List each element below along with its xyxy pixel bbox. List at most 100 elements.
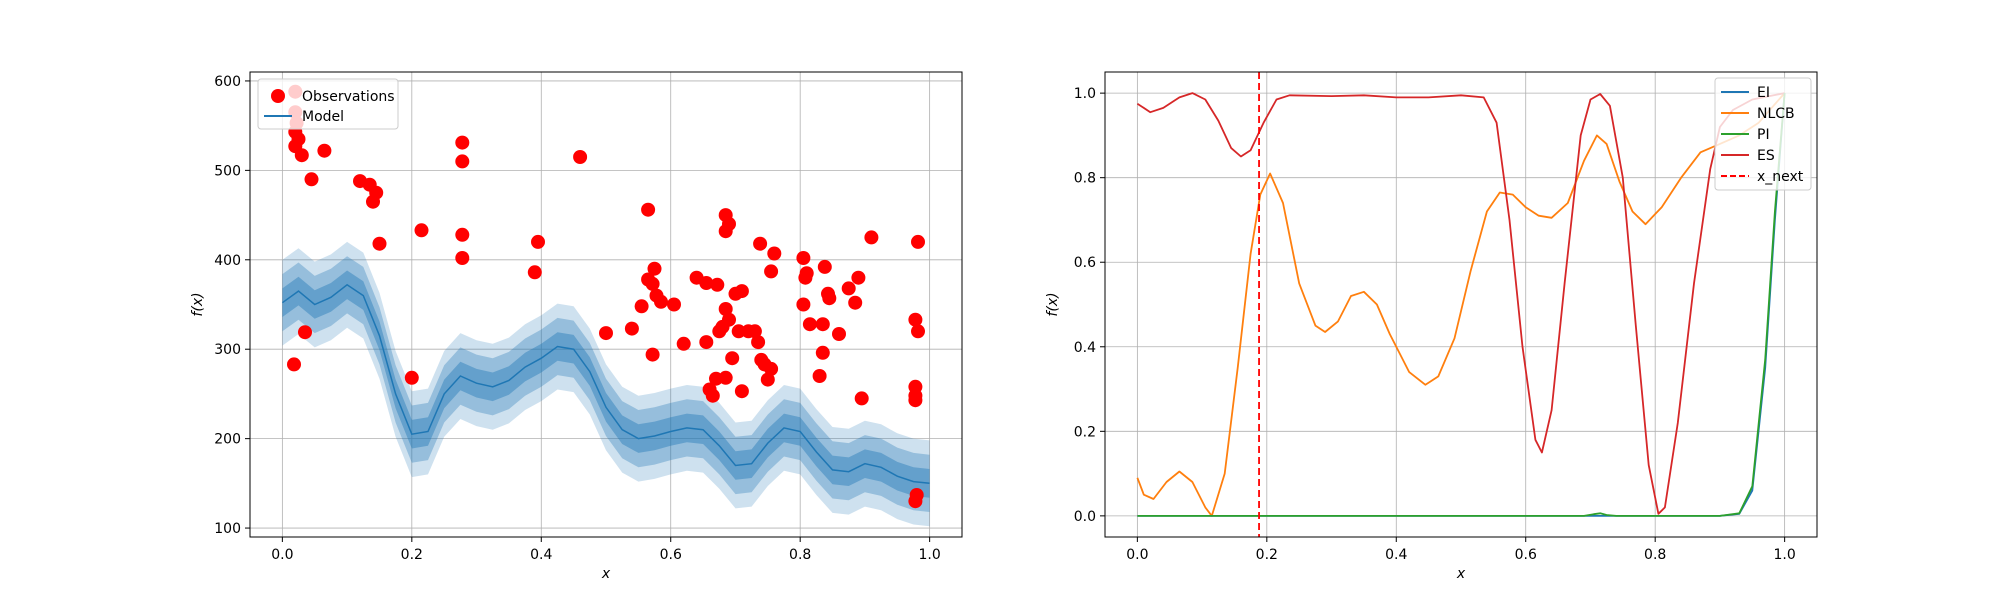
observation-point — [817, 259, 832, 274]
observation-point — [645, 347, 660, 362]
legend-label: Model — [302, 109, 344, 125]
observation-point — [864, 230, 879, 245]
observation-point — [802, 317, 817, 332]
chart-acquisition: 0.0 0.2 0.4 0.6 0.8 1.0 0.0 0.2 0.4 0.6 0.8 1.0 x f(x… — [1045, 71, 1818, 582]
observation-point — [751, 335, 766, 350]
y-tick-label: 300 — [214, 342, 241, 358]
y-tick-label: 400 — [214, 253, 241, 269]
confidence-band — [282, 270, 930, 498]
legend-label: ES — [1757, 148, 1775, 164]
observation-point — [731, 324, 746, 339]
y-tick-label: 1.0 — [1074, 86, 1096, 102]
observation-point — [854, 391, 869, 406]
observation-point — [699, 276, 714, 290]
observation-point — [841, 281, 856, 296]
x-tick-label: 0.4 — [1385, 547, 1407, 563]
x-tick-label: 0.0 — [1126, 547, 1148, 563]
legend: EI NLCB PI ES x_next — [1714, 77, 1812, 191]
x-tick-label: 0.6 — [1515, 547, 1537, 563]
observation-point — [747, 324, 762, 339]
observation-point — [767, 246, 782, 261]
observation-point — [799, 266, 814, 281]
observation-point — [848, 295, 863, 310]
series-line-es — [1136, 92, 1785, 515]
x-tick-label: 1.0 — [1774, 547, 1796, 563]
observation-point — [654, 294, 668, 309]
y-tick-label: 0.2 — [1074, 424, 1096, 440]
series-line-pi — [1137, 93, 1786, 517]
observation-point — [822, 291, 837, 306]
observation-point — [647, 261, 662, 276]
x-tick-label: 0.0 — [271, 547, 293, 563]
observation-point — [455, 251, 470, 265]
y-tick-label: 0.6 — [1074, 255, 1096, 271]
x-tick-label: 0.8 — [789, 547, 811, 563]
legend-box — [257, 78, 399, 130]
observation-point — [851, 270, 866, 285]
observation-point — [705, 388, 720, 403]
x-tick-label: 0.2 — [401, 547, 423, 563]
observation-point — [908, 393, 923, 408]
observation-point — [815, 345, 830, 360]
observation-point — [734, 384, 749, 399]
observations — [287, 84, 925, 509]
legend: Observations Model — [257, 78, 399, 130]
observation-point — [298, 325, 312, 340]
observation-point — [753, 236, 768, 251]
observation-point — [760, 372, 775, 387]
legend-label: EI — [1757, 85, 1770, 101]
observation-point — [796, 297, 811, 312]
legend-label: Observations — [302, 89, 395, 105]
x-tick-label: 0.4 — [530, 547, 552, 563]
series-line-nlcb — [1136, 92, 1786, 517]
legend-label: NLCB — [1757, 106, 1795, 122]
observation-point — [645, 276, 660, 291]
observation-point — [718, 370, 733, 385]
y-axis-label: f(x) — [190, 292, 206, 316]
observation-point — [634, 299, 649, 314]
observation-point — [911, 234, 925, 249]
observation-point — [287, 357, 301, 372]
observation-point — [372, 236, 387, 251]
observation-point — [317, 143, 332, 158]
observation-point — [908, 494, 923, 509]
observation-point — [676, 336, 691, 351]
observation-point — [369, 185, 384, 200]
series-line-ei — [1137, 93, 1786, 517]
y-tick-label: 0.8 — [1074, 171, 1096, 187]
observation-point — [531, 234, 545, 249]
confidence-band — [282, 241, 930, 527]
observation-point — [722, 312, 736, 327]
y-tick-label: 100 — [214, 521, 241, 537]
observation-point — [294, 148, 309, 163]
y-axis-label: f(x) — [1045, 292, 1061, 316]
observation-point — [455, 135, 470, 150]
observation-point — [304, 172, 319, 187]
observation-point — [404, 370, 419, 385]
observation-point — [455, 227, 470, 242]
legend-marker-observations — [271, 89, 285, 103]
observation-point — [641, 202, 656, 217]
observation-point — [815, 317, 830, 332]
observation-point — [764, 264, 779, 279]
observation-point — [911, 324, 925, 339]
x-axis-label: x — [1456, 566, 1466, 582]
observation-point — [764, 361, 779, 376]
observation-point — [812, 369, 827, 383]
observation-point — [725, 351, 740, 366]
x-tick-label: 0.6 — [660, 547, 682, 563]
observation-point — [414, 223, 429, 238]
observation-point — [908, 312, 923, 327]
observation-point — [832, 327, 846, 341]
axes-frame — [1104, 71, 1818, 538]
observation-point — [718, 302, 733, 316]
observation-point — [599, 326, 613, 341]
y-tick-label: 0.0 — [1074, 509, 1096, 525]
observation-point — [527, 265, 542, 280]
grid — [1105, 72, 1817, 537]
legend-label: x_next — [1757, 169, 1804, 185]
y-tick-label: 0.4 — [1074, 340, 1096, 356]
legend-label: PI — [1757, 127, 1770, 143]
observation-point — [710, 277, 725, 292]
